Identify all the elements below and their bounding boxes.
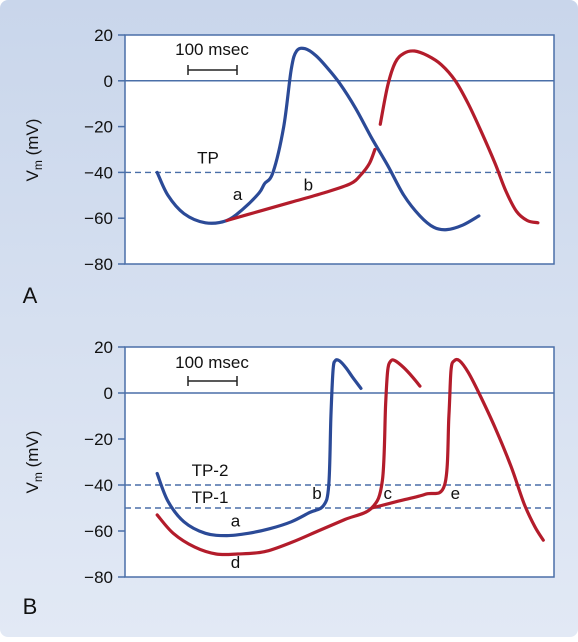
y-tick-label: −80 (84, 568, 113, 587)
point-label: a (233, 185, 243, 204)
point-label: c (384, 484, 393, 503)
plot-area-B (124, 346, 555, 578)
series-line-red (155, 358, 422, 557)
y-tick-label: −20 (84, 118, 113, 137)
scale-bar-label: 100 msec (175, 353, 249, 372)
y-tick-label: −60 (84, 522, 113, 541)
threshold-label: TP (197, 148, 219, 167)
y-tick-label: 0 (104, 72, 113, 91)
plot-area-A (124, 34, 555, 265)
point-label: b (312, 484, 321, 503)
point-label: b (304, 176, 313, 195)
scale-bar-label: 100 msec (175, 40, 249, 59)
y-tick-label: 20 (94, 26, 113, 45)
series-line-red (370, 357, 545, 542)
y-axis-label: Vm (mV) (23, 431, 45, 494)
panel-label: B (23, 594, 38, 619)
threshold-label: TP-2 (192, 461, 229, 480)
point-label: a (231, 511, 241, 530)
series-line-red (225, 147, 377, 223)
series-line-blue (155, 358, 363, 538)
y-tick-label: −40 (84, 476, 113, 495)
y-tick-label: −20 (84, 430, 113, 449)
y-tick-label: −60 (84, 209, 113, 228)
y-tick-label: −80 (84, 255, 113, 274)
point-label: e (451, 484, 460, 503)
y-tick-label: 20 (94, 338, 113, 357)
threshold-label: TP-1 (192, 488, 229, 507)
y-tick-label: 0 (104, 384, 113, 403)
y-axis-label: Vm (mV) (23, 119, 45, 182)
point-label: d (231, 553, 240, 572)
series-line-red (378, 49, 540, 225)
panel-label: A (23, 283, 38, 308)
y-tick-label: −40 (84, 163, 113, 182)
